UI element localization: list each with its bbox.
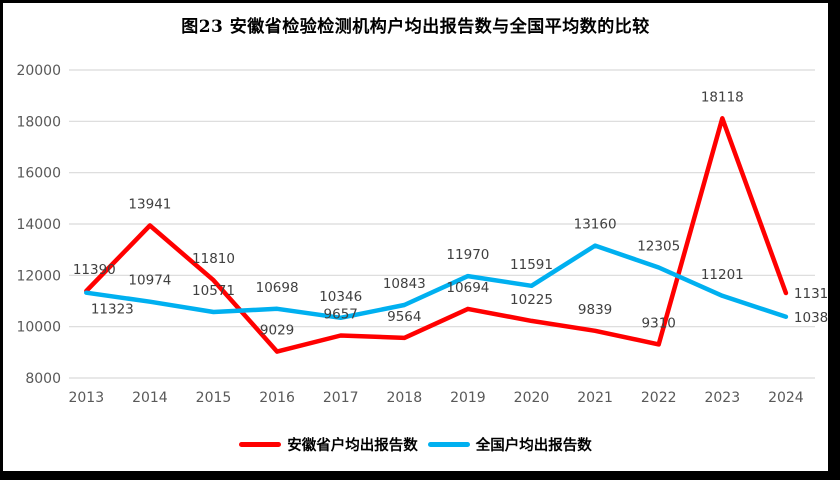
data-label: 9839 — [578, 302, 612, 318]
data-label: 10974 — [128, 273, 171, 289]
y-tick-label: 14000 — [16, 217, 61, 233]
data-label: 10571 — [192, 283, 235, 299]
data-label: 10225 — [510, 292, 553, 308]
x-tick-label: 2021 — [577, 390, 613, 406]
data-label: 11323 — [91, 302, 134, 318]
x-tick-label: 2018 — [386, 390, 422, 406]
y-tick-label: 12000 — [16, 268, 61, 284]
x-tick-label: 2019 — [450, 390, 486, 406]
data-label: 10346 — [319, 289, 362, 305]
chart-legend: 安徽省户均出报告数 全国户均出报告数 — [3, 434, 828, 455]
data-label: 11390 — [73, 262, 116, 278]
x-tick-label: 2015 — [196, 390, 232, 406]
legend-swatch-national-icon — [427, 442, 470, 447]
y-tick-label: 16000 — [16, 166, 61, 182]
data-label: 10694 — [446, 280, 489, 296]
y-tick-label: 20000 — [16, 63, 61, 79]
x-tick-label: 2024 — [768, 390, 804, 406]
x-tick-label: 2020 — [514, 390, 550, 406]
x-tick-label: 2023 — [704, 390, 740, 406]
data-label: 9564 — [387, 309, 421, 325]
legend-label-national: 全国户均出报告数 — [475, 438, 592, 454]
legend-swatch-anhui-icon — [239, 442, 282, 447]
data-label: 9029 — [260, 323, 294, 339]
y-tick-label: 10000 — [16, 320, 61, 336]
data-label: 11810 — [192, 251, 235, 267]
y-tick-label: 18000 — [16, 114, 61, 130]
y-tick-label: 8000 — [25, 371, 61, 387]
data-label: 9310 — [642, 315, 676, 331]
data-label: 18118 — [701, 89, 744, 105]
x-tick-label: 2017 — [323, 390, 359, 406]
legend-item-national: 全国户均出报告数 — [427, 434, 592, 455]
data-label: 12305 — [637, 239, 680, 255]
data-label: 11970 — [446, 247, 489, 263]
data-label: 13160 — [574, 217, 617, 233]
x-tick-label: 2014 — [132, 390, 168, 406]
x-tick-label: 2013 — [68, 390, 104, 406]
data-label: 10385 — [794, 310, 828, 326]
data-label: 9657 — [324, 307, 358, 323]
data-label: 11201 — [701, 267, 744, 283]
data-label: 13941 — [128, 197, 171, 213]
legend-item-anhui: 安徽省户均出报告数 — [239, 434, 418, 455]
x-tick-label: 2016 — [259, 390, 295, 406]
chart-title: 图23 安徽省检验检测机构户均出报告数与全国平均数的比较 — [181, 17, 650, 37]
series-line-0 — [84, 116, 789, 354]
data-label: 10698 — [256, 280, 299, 296]
data-label: 11591 — [510, 257, 553, 273]
data-label: 10843 — [383, 276, 426, 292]
data-label: 11313 — [794, 286, 828, 302]
chart-canvas: 8000 10000 12000 14000 16000 18000 20000 2013 20… — [16, 63, 828, 406]
series-line-1 — [84, 243, 789, 321]
x-tick-label: 2022 — [641, 390, 677, 406]
legend-label-anhui: 安徽省户均出报告数 — [287, 438, 418, 454]
